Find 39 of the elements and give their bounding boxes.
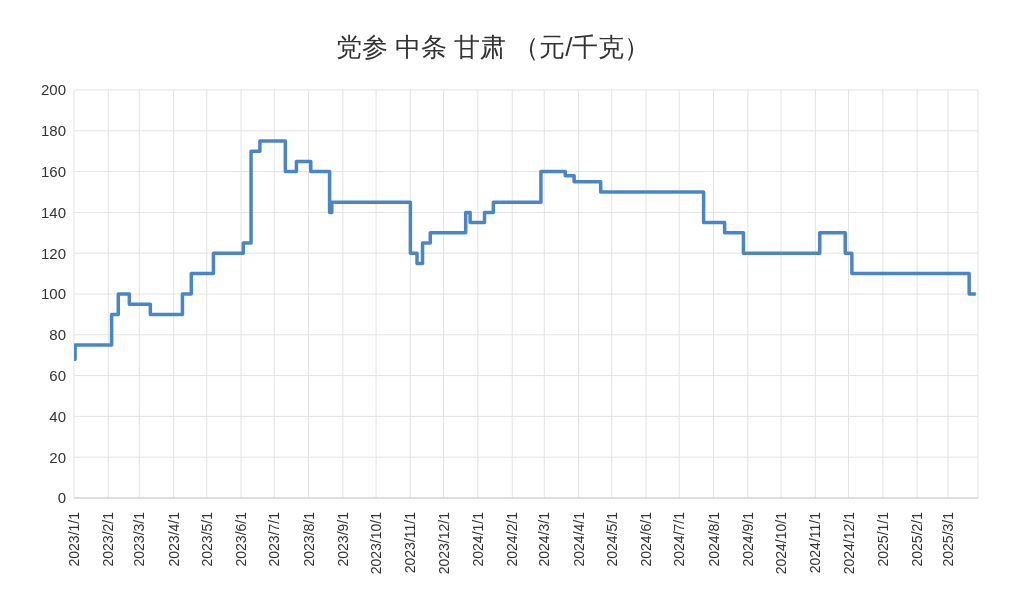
- y-tick-label: 60: [49, 366, 66, 384]
- x-tick-label: 2023/6/1: [233, 511, 250, 567]
- x-tick-label: 2024/6/1: [638, 511, 655, 567]
- x-tick-label: 2023/9/1: [334, 511, 351, 567]
- x-tick-label: 2024/2/1: [504, 511, 521, 567]
- y-tick-label: 80: [49, 326, 66, 344]
- x-tick-label: 2024/9/1: [739, 511, 756, 567]
- x-tick-label: 2023/3/1: [131, 511, 148, 567]
- x-tick-label: 2023/8/1: [300, 511, 317, 567]
- x-tick-label: 2023/1/1: [66, 511, 82, 567]
- x-tick-label: 2024/12/1: [840, 511, 857, 575]
- x-tick-label: 2023/10/1: [368, 511, 385, 575]
- x-tick-label: 2024/5/1: [603, 511, 620, 567]
- x-tick-label: 2023/7/1: [266, 511, 283, 567]
- x-tick-label: 2023/4/1: [165, 511, 182, 567]
- y-tick-label: 140: [40, 203, 66, 221]
- x-tick-label: 2024/11/1: [807, 511, 824, 574]
- x-tick-label: 2023/12/1: [435, 511, 452, 575]
- x-tick-label: 2024/8/1: [705, 511, 722, 567]
- y-tick-label: 20: [49, 448, 66, 466]
- x-tick-label: 2023/11/1: [402, 511, 419, 574]
- x-tick-label: 2024/3/1: [536, 511, 553, 567]
- y-tick-label: 200: [40, 81, 66, 99]
- chart-title: 党参 中条 甘肃 （元/千克）: [334, 31, 652, 62]
- x-tick-label: 2025/3/1: [940, 511, 957, 567]
- y-tick-label: 0: [57, 489, 66, 507]
- y-tick-label: 40: [49, 407, 66, 425]
- x-tick-label: 2024/10/1: [773, 511, 790, 575]
- y-tick-label: 120: [40, 244, 66, 262]
- y-tick-label: 160: [40, 162, 66, 180]
- x-tick-label: 2024/7/1: [671, 511, 688, 567]
- y-tick-label: 180: [40, 122, 66, 140]
- x-tick-label: 2023/2/1: [100, 511, 117, 567]
- y-tick-label: 100: [40, 285, 66, 303]
- x-tick-label: 2024/1/1: [469, 511, 486, 567]
- x-tick-label: 2025/2/1: [909, 511, 926, 567]
- x-tick-label: 2024/4/1: [570, 511, 587, 567]
- x-tick-label: 2025/1/1: [874, 511, 891, 567]
- x-tick-label: 2023/5/1: [198, 511, 215, 567]
